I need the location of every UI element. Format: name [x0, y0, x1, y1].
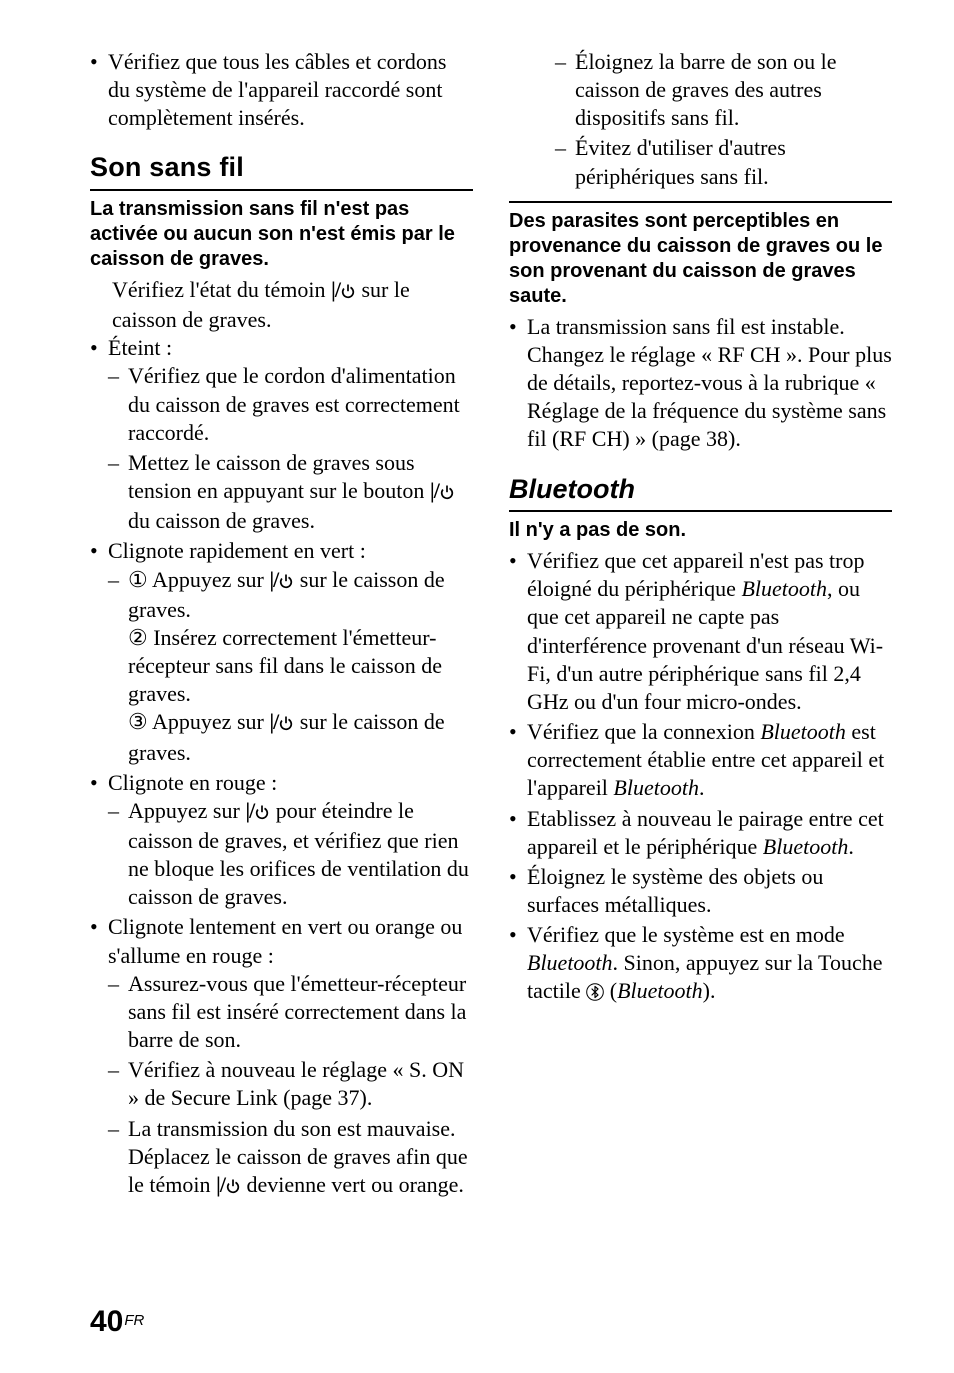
power-prefix-icon: |/	[216, 1171, 225, 1199]
divider	[509, 510, 892, 512]
list-item: Mettez le caisson de graves sous tension…	[108, 449, 473, 535]
bullet-list: La transmission sans fil est instable. C…	[509, 313, 892, 454]
bluetooth-icon	[586, 980, 604, 1008]
dash-list: Assurez-vous que l'émetteur-récepteur sa…	[108, 970, 473, 1201]
page-number: 40	[90, 1305, 123, 1338]
text: Éloignez le système des objets ou surfac…	[527, 864, 823, 917]
list-item: La transmission sans fil est instable. C…	[509, 313, 892, 454]
divider	[90, 189, 473, 191]
list-item: Éloignez le système des objets ou surfac…	[509, 863, 892, 919]
dash-list: Éloignez la barre de son ou le caisson d…	[555, 48, 892, 191]
section-heading-son-sans-fil: Son sans fil	[90, 150, 473, 185]
bluetooth-word: Bluetooth	[741, 576, 827, 601]
divider	[509, 201, 892, 203]
list-item: Clignote en rouge : Appuyez sur |/ pour …	[90, 769, 473, 912]
page-footer: 40FR	[90, 1305, 144, 1339]
power-prefix-icon: |/	[245, 797, 254, 825]
power-icon	[278, 568, 294, 596]
list-item: Appuyez sur |/ pour éteindre le caisson …	[108, 797, 473, 912]
intro-bullet-list: Vérifiez que tous les câbles et cordons …	[90, 48, 473, 132]
text: .	[848, 834, 854, 859]
two-column-layout: Vérifiez que tous les câbles et cordons …	[90, 48, 892, 1203]
page: Vérifiez que tous les câbles et cordons …	[0, 0, 954, 1373]
text: Clignote rapidement en vert :	[108, 538, 366, 563]
list-item: Clignote rapidement en vert : ① Appuyez …	[90, 537, 473, 766]
right-column: Éloignez la barre de son ou le caisson d…	[509, 48, 892, 1203]
sub-heading: Il n'y a pas de son.	[509, 518, 892, 543]
section-heading-bluetooth: Bluetooth	[509, 472, 892, 507]
list-item: Vérifiez que la connexion Bluetooth est …	[509, 718, 892, 802]
circled-number-3-icon: ③	[128, 708, 148, 736]
text: La transmission sans fil est instable. C…	[527, 314, 892, 452]
text: Vérifiez que tous les câbles et cordons …	[108, 49, 446, 130]
power-prefix-icon: |/	[430, 477, 439, 505]
paragraph: Vérifiez l'état du témoin |/ sur le cais…	[112, 276, 473, 334]
bullet-list: Vérifiez que cet appareil n'est pas trop…	[509, 547, 892, 1009]
list-item: Vérifiez que le système est en mode Blue…	[509, 921, 892, 1008]
power-icon	[254, 799, 270, 827]
circled-number-2-icon: ②	[128, 624, 148, 652]
sub-heading: Des parasites sont perceptibles en prove…	[509, 209, 892, 309]
power-prefix-icon: |/	[331, 276, 340, 304]
bluetooth-word: Bluetooth	[613, 775, 699, 800]
dash-list: ① Appuyez sur |/ sur le caisson de grave…	[108, 566, 473, 767]
text: Appuyez sur	[148, 709, 270, 734]
text: Clignote en rouge :	[108, 770, 277, 795]
power-icon	[278, 710, 294, 738]
text: Appuyez sur	[148, 567, 270, 592]
power-prefix-icon: |/	[269, 566, 278, 594]
list-item: Vérifiez à nouveau le réglage « S. ON » …	[108, 1056, 473, 1112]
sub-heading: La transmission sans fil n'est pas activ…	[90, 197, 473, 272]
list-item: Etablissez à nouveau le pairage entre ce…	[509, 805, 892, 861]
power-prefix-icon: |/	[269, 708, 278, 736]
power-icon	[439, 479, 455, 507]
text: (	[604, 978, 617, 1003]
text: Appuyez sur	[128, 798, 245, 823]
text: Éteint :	[108, 335, 172, 360]
circled-number-1-icon: ①	[128, 566, 148, 594]
text: Insérez correctement l'émetteur-récepteu…	[128, 625, 442, 706]
dash-list: Appuyez sur |/ pour éteindre le caisson …	[108, 797, 473, 912]
text: du caisson de graves.	[128, 508, 315, 533]
text: Clignote lentement en vert ou orange ou …	[108, 914, 462, 967]
state-list: Éteint : Vérifiez que le cordon d'alimen…	[90, 334, 473, 1201]
bluetooth-word: Bluetooth	[617, 978, 703, 1003]
list-item: Vérifiez que tous les câbles et cordons …	[90, 48, 473, 132]
text: devienne vert ou orange.	[241, 1172, 464, 1197]
left-column: Vérifiez que tous les câbles et cordons …	[90, 48, 473, 1203]
list-item: ① Appuyez sur |/ sur le caisson de grave…	[108, 566, 473, 767]
text: Vérifiez l'état du témoin	[112, 277, 331, 302]
list-item: Éloignez la barre de son ou le caisson d…	[555, 48, 892, 132]
text: .	[699, 775, 705, 800]
page-lang: FR	[124, 1312, 144, 1329]
text: ).	[703, 978, 716, 1003]
text: Vérifiez que le système est en mode	[527, 922, 845, 947]
list-item: Évitez d'utiliser d'autres périphériques…	[555, 134, 892, 190]
text: Vérifiez que la connexion	[527, 719, 760, 744]
power-icon	[225, 1173, 241, 1201]
list-item: Clignote lentement en vert ou orange ou …	[90, 913, 473, 1201]
text: Vérifiez que le cordon d'alimentation du…	[128, 363, 460, 444]
text: Vérifiez à nouveau le réglage « S. ON » …	[128, 1057, 464, 1110]
list-item: Assurez-vous que l'émetteur-récepteur sa…	[108, 970, 473, 1054]
list-item: La transmission du son est mauvaise. Dép…	[108, 1115, 473, 1201]
text: Mettez le caisson de graves sous tension…	[128, 450, 430, 503]
text: Assurez-vous que l'émetteur-récepteur sa…	[128, 971, 466, 1052]
bluetooth-word: Bluetooth	[763, 834, 849, 859]
list-item: Éteint : Vérifiez que le cordon d'alimen…	[90, 334, 473, 535]
text: Éloignez la barre de son ou le caisson d…	[575, 49, 836, 130]
power-icon	[340, 278, 356, 306]
dash-list: Vérifiez que le cordon d'alimentation du…	[108, 362, 473, 535]
bluetooth-word: Bluetooth	[527, 950, 613, 975]
bluetooth-word: Bluetooth	[760, 719, 846, 744]
text: Évitez d'utiliser d'autres périphériques…	[575, 135, 786, 188]
list-item: Vérifiez que le cordon d'alimentation du…	[108, 362, 473, 446]
list-item: Vérifiez que cet appareil n'est pas trop…	[509, 547, 892, 716]
